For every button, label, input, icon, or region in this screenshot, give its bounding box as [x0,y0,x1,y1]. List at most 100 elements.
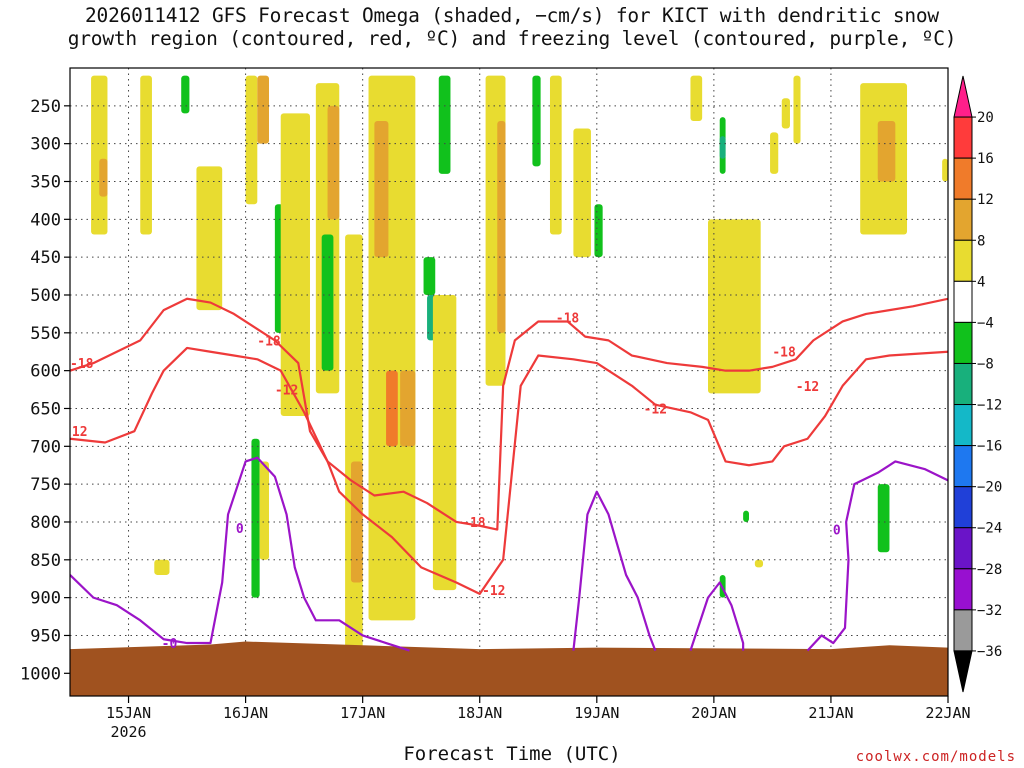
y-tick-label: 800 [30,513,61,533]
x-axis-title: Forecast Time (UTC) [403,743,621,765]
omega-cell [594,204,603,258]
omega-cell [754,559,764,568]
contour-label: -12 [644,402,667,417]
omega-cell [140,75,152,235]
colorbar-swatch [953,568,973,611]
y-tick-label: 350 [30,172,61,192]
colorbar-swatch [953,321,973,364]
chart-title-line-2: growth region (contoured, red, ºC) and f… [67,27,957,50]
contour-label: -12 [796,380,819,395]
colorbar-swatch [953,116,973,159]
y-tick-label: 950 [30,626,61,646]
plot-frame [69,67,949,697]
omega-cell [386,370,398,447]
omega-cell [259,461,270,560]
contour-label: -18 [462,516,486,531]
omega-cell [793,75,801,144]
x-tick-label: 19JAN [574,704,619,722]
omega-cell [321,234,334,371]
contour-line [70,297,948,531]
colorbar-swatch [953,362,973,406]
colorbar-label: 12 [977,192,994,208]
contour-line [70,456,410,652]
contour-label: 0 [833,524,841,539]
colorbar-swatch [953,280,973,323]
colorbar-label: −12 [977,398,1002,414]
contour-label: -18 [772,346,796,361]
colorbar-swatch [953,198,973,241]
omega-cell [781,98,790,129]
chart-title-line-1: 2026011412 GFS Forecast Omega (shaded, −… [85,4,939,27]
x-year-label: 2026 [110,723,146,741]
omega-cell [345,234,363,674]
omega-cell [877,484,890,553]
y-tick-label: 450 [30,248,61,268]
omega-cell [708,219,761,394]
ground-surface [70,641,948,696]
y-tick-label: 250 [30,97,61,117]
colorbar-swatch [953,650,973,693]
contour-lines [70,297,948,652]
colorbar: 20 16 12 8 4 −4 −8 −12 −16 −20 −24 −28 −32 −36 [953,75,1002,693]
y-tick-label: 500 [30,286,61,306]
contour-label: -18 [70,357,94,372]
colorbar-swatch [953,527,973,570]
omega-cell [770,132,779,174]
colorbar-label: −20 [977,480,1002,496]
grid-lines [70,68,948,696]
omega-cell [245,75,258,205]
omega-cell [690,75,703,121]
x-tick-label: 16JAN [223,704,268,722]
contour-label: -12 [64,425,87,440]
contour-line [572,490,657,651]
colorbar-label: −4 [977,315,994,331]
contour-line [806,460,948,652]
colorbar-label: 16 [977,151,994,167]
contour-labels: -18 -12 -18 -12 -18 -12 -18 -12 -18 -12 0 -0 0 [64,312,841,652]
omega-cell [532,75,541,167]
omega-cell [251,438,260,598]
omega-cell [549,75,562,235]
y-tick-label: 300 [30,135,61,155]
x-tick-label: 22JAN [925,704,970,722]
contour-label: 0 [236,522,244,537]
omega-cell [99,158,108,197]
omega-cell [423,257,436,295]
contour-label: -12 [275,384,298,399]
colorbar-swatch [953,609,973,652]
contour-label: -18 [556,312,580,327]
y-tick-label: 850 [30,551,61,571]
omega-cell [196,166,223,311]
colorbar-swatch [953,445,973,488]
colorbar-label: −16 [977,439,1002,455]
colorbar-swatch [953,486,973,529]
omega-shading [91,75,948,674]
colorbar-label: 4 [977,274,985,290]
contour-line [689,581,745,651]
colorbar-label: −28 [977,562,1002,578]
x-tick-label: 18JAN [457,704,502,722]
colorbar-label: −24 [977,521,1002,537]
colorbar-swatch [953,75,973,118]
omega-cell [497,120,506,333]
colorbar-label: −32 [977,603,1002,619]
omega-cell [942,158,948,182]
contour-label: -12 [482,584,505,599]
omega-cell [432,294,457,591]
contour-line [70,346,948,595]
source-credit[interactable]: coolwx.com/models [855,749,1016,765]
colorbar-swatch [953,157,973,200]
omega-cell [91,75,108,235]
x-axis: 15JAN 16JAN 17JAN 18JAN 19JAN 20JAN 21JAN 22JAN… [106,696,971,741]
y-tick-label: 700 [30,437,61,457]
contour-label: -0 [162,637,178,652]
colorbar-label: −8 [977,356,994,372]
x-tick-label: 20JAN [691,704,736,722]
omega-cell [573,128,591,258]
colorbar-label: 8 [977,233,985,249]
colorbar-label: 20 [977,110,994,126]
omega-cell [400,370,416,447]
y-axis: 250 300 350 400 450 500 550 600 650 700 750 800 850 9… [20,97,70,684]
